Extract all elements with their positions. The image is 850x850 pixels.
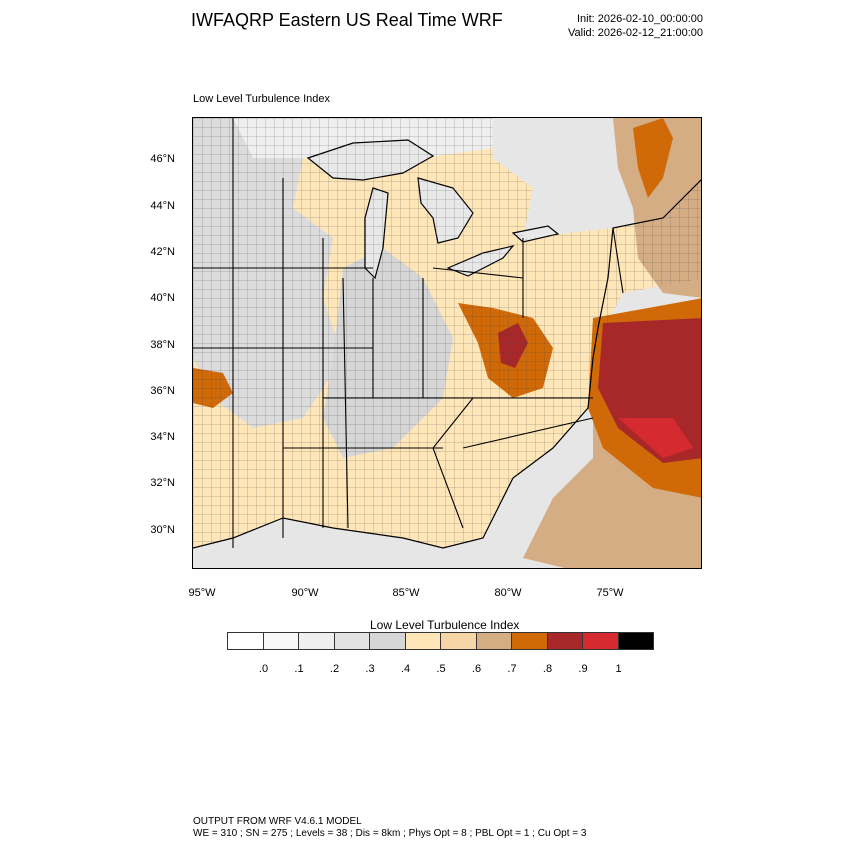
lat-label-40: 40°N (150, 292, 175, 304)
map-subtitle: Low Level Turbulence Index (193, 93, 330, 105)
colorbar-swatch (617, 632, 654, 650)
lon-label-90: 90°W (291, 587, 319, 599)
colorbar-label: .7 (507, 663, 517, 675)
footer-model: OUTPUT FROM WRF V4.6.1 MODEL (193, 816, 362, 827)
init-time: Init: 2026-02-10_00:00:00 (577, 13, 703, 25)
colorbar-swatch (440, 632, 477, 650)
lat-label-36: 36°N (150, 385, 175, 397)
map-canvas (193, 118, 701, 568)
colorbar-swatch (369, 632, 406, 650)
lon-label-95: 95°W (188, 587, 216, 599)
county-lines (193, 118, 701, 548)
colorbar (227, 632, 654, 650)
lat-label-34: 34°N (150, 431, 175, 443)
lat-label-30: 30°N (150, 524, 175, 536)
colorbar-label: .9 (578, 663, 588, 675)
colorbar-label: .5 (436, 663, 446, 675)
lat-label-44: 44°N (150, 200, 175, 212)
colorbar-swatch (333, 632, 370, 650)
red-zone-ocean (618, 418, 693, 458)
colorbar-label: .0 (258, 663, 269, 675)
colorbar-label: .8 (542, 663, 553, 675)
lon-label-75: 75°W (596, 587, 624, 599)
lat-label-32: 32°N (150, 477, 175, 489)
coastline (193, 179, 701, 549)
colorbar-swatch (511, 632, 548, 650)
state-boundaries (193, 118, 624, 548)
valid-time: Valid: 2026-02-12_21:00:00 (568, 27, 703, 39)
orange-zone-northeast (633, 118, 673, 198)
lat-label-46: 46°N (150, 153, 175, 165)
map-panel (192, 117, 702, 569)
lon-label-85: 85°W (392, 587, 420, 599)
colorbar-swatch (227, 632, 264, 650)
plot-title: IWFAQRP Eastern US Real Time WRF (191, 10, 503, 30)
colorbar-swatch (298, 632, 335, 650)
lat-label-42: 42°N (150, 246, 175, 258)
footer-config: WE = 310 ; SN = 275 ; Levels = 38 ; Dis … (193, 828, 587, 839)
colorbar-label: .6 (471, 663, 482, 675)
colorbar-label: .4 (400, 663, 411, 675)
lat-label-38: 38°N (150, 339, 175, 351)
colorbar-label: .3 (365, 663, 375, 675)
lon-label-80: 80°W (494, 587, 522, 599)
colorbar-label: 1 (615, 663, 622, 675)
colorbar-label: .1 (294, 663, 304, 675)
colorbar-title: Low Level Turbulence Index (370, 618, 520, 632)
colorbar-swatch (582, 632, 619, 650)
colorbar-swatch (475, 632, 512, 650)
colorbar-swatch (262, 632, 299, 650)
colorbar-swatch (404, 632, 441, 650)
colorbar-label: .2 (329, 663, 340, 675)
colorbar-swatch (546, 632, 583, 650)
